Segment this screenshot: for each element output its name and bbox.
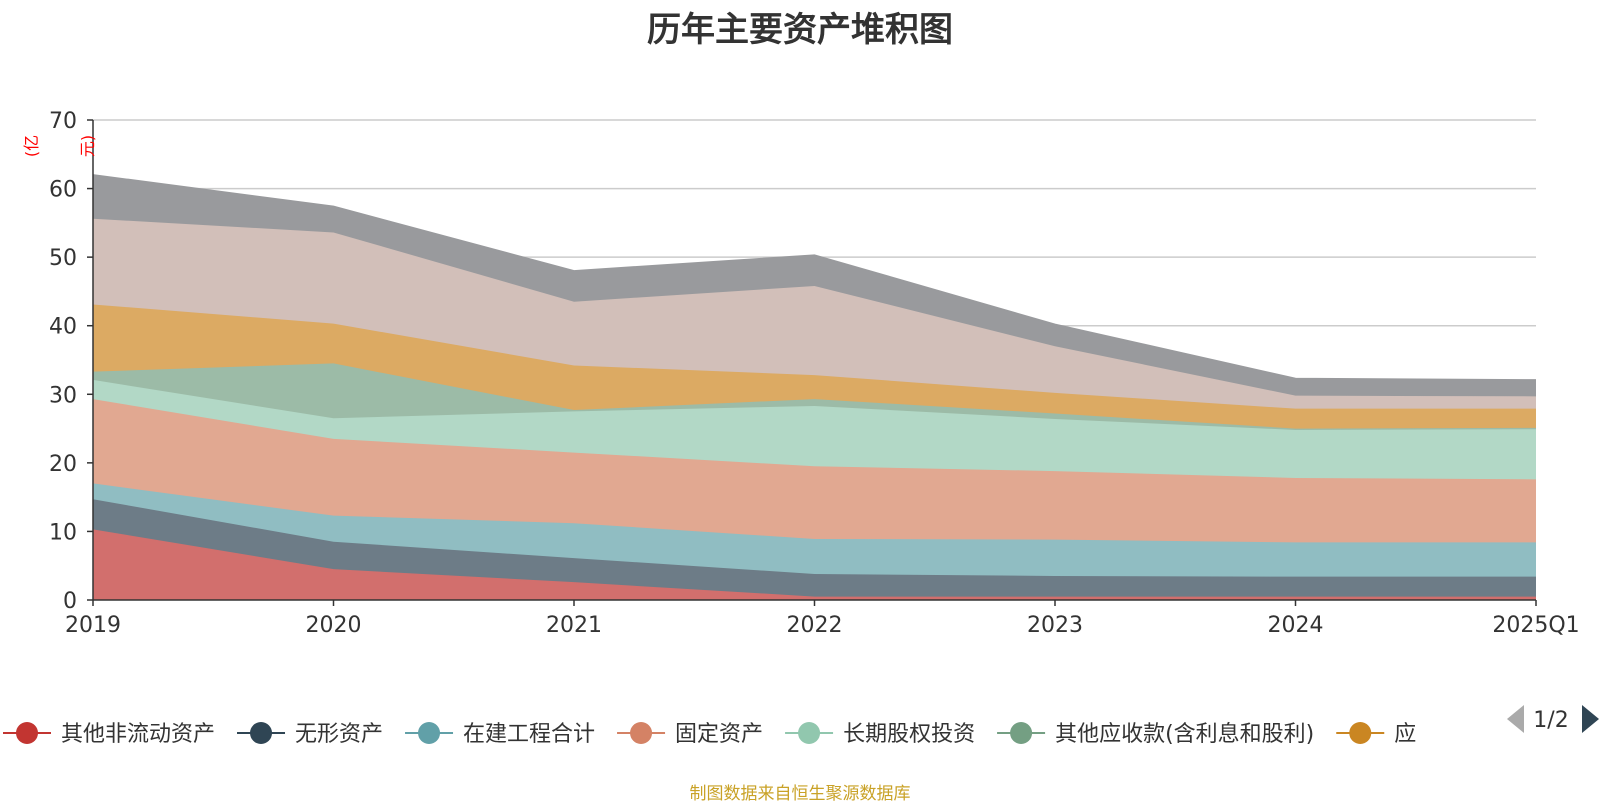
x-tick-label: 2022 xyxy=(787,613,843,638)
area-series-3 xyxy=(93,399,1536,543)
area-series-4-edge xyxy=(92,379,1537,431)
x-tick-label: 2024 xyxy=(1268,613,1324,638)
area-series-4 xyxy=(93,379,1536,480)
chart-title: 历年主要资产堆积图 xyxy=(647,10,953,50)
legend-label: 应 xyxy=(1394,722,1416,747)
y-tick-label: 40 xyxy=(49,315,77,340)
legend-label: 其他非流动资产 xyxy=(61,722,215,747)
y-tick-label: 60 xyxy=(49,178,77,203)
y-tick-label: 20 xyxy=(49,452,77,477)
area-series-7 xyxy=(93,218,1536,409)
legend: 其他非流动资产 无形资产 在建工程合计 固定资产 长期股权投资 其他应收款(含利息和股利)… xyxy=(3,722,1416,747)
legend-item[interactable]: 其他应收款(含利息和股利) xyxy=(997,722,1314,747)
y-tick-label: 70 xyxy=(49,109,77,134)
area-series-1 xyxy=(93,499,1536,597)
legend-label: 长期股权投资 xyxy=(843,722,975,747)
x-tick-label: 2021 xyxy=(546,613,602,638)
legend-label: 无形资产 xyxy=(295,722,383,747)
data-source-note: 制图数据来自恒生聚源数据库 xyxy=(689,784,911,804)
x-tick-label: 2019 xyxy=(65,613,121,638)
area-series-0 xyxy=(93,529,1536,600)
legend-marker-icon xyxy=(250,722,273,744)
x-tick-label: 2020 xyxy=(306,613,362,638)
y-tick-label: 30 xyxy=(49,383,77,408)
area-series-8 xyxy=(93,174,1536,397)
legend-marker-icon xyxy=(798,722,821,744)
legend-item[interactable]: 无形资产 xyxy=(237,722,383,747)
legend-item[interactable]: 固定资产 xyxy=(617,722,763,747)
y-tick-label: 50 xyxy=(49,246,77,271)
y-tick-label: 10 xyxy=(49,520,77,545)
legend-label: 在建工程合计 xyxy=(463,722,595,747)
y-axis-unit-label: (亿元) xyxy=(22,134,97,158)
legend-marker-icon xyxy=(630,722,653,744)
legend-marker-icon xyxy=(16,722,38,744)
x-tick-label: 2025Q1 xyxy=(1492,613,1579,638)
area-series-8-edge xyxy=(92,174,1537,381)
legend-label: 其他应收款(含利息和股利) xyxy=(1055,722,1314,747)
legend-page-indicator: 1/2 xyxy=(1533,708,1568,733)
axis-layer: 0 10 20 30 40 50 60 70 2019 2020 2021 2022 2023 2024 2… xyxy=(49,109,1580,638)
area-layer xyxy=(92,174,1537,600)
legend-prev-page-icon[interactable] xyxy=(1507,705,1524,733)
area-series-2 xyxy=(93,483,1536,577)
area-series-6 xyxy=(93,304,1536,429)
legend-item[interactable]: 应 xyxy=(1336,722,1416,747)
legend-marker-icon xyxy=(418,722,441,744)
legend-item[interactable]: 其他非流动资产 xyxy=(3,722,215,747)
legend-item[interactable]: 长期股权投资 xyxy=(785,722,975,747)
legend-pager: 1/2 xyxy=(1507,705,1599,733)
legend-marker-icon xyxy=(1349,722,1372,744)
area-series-5 xyxy=(93,363,1536,430)
legend-marker-icon xyxy=(1010,722,1033,744)
x-tick-label: 2023 xyxy=(1027,613,1083,638)
legend-label: 固定资产 xyxy=(675,722,763,747)
legend-next-page-icon[interactable] xyxy=(1582,705,1599,733)
legend-item[interactable]: 在建工程合计 xyxy=(405,722,595,747)
y-tick-label: 0 xyxy=(63,589,77,614)
